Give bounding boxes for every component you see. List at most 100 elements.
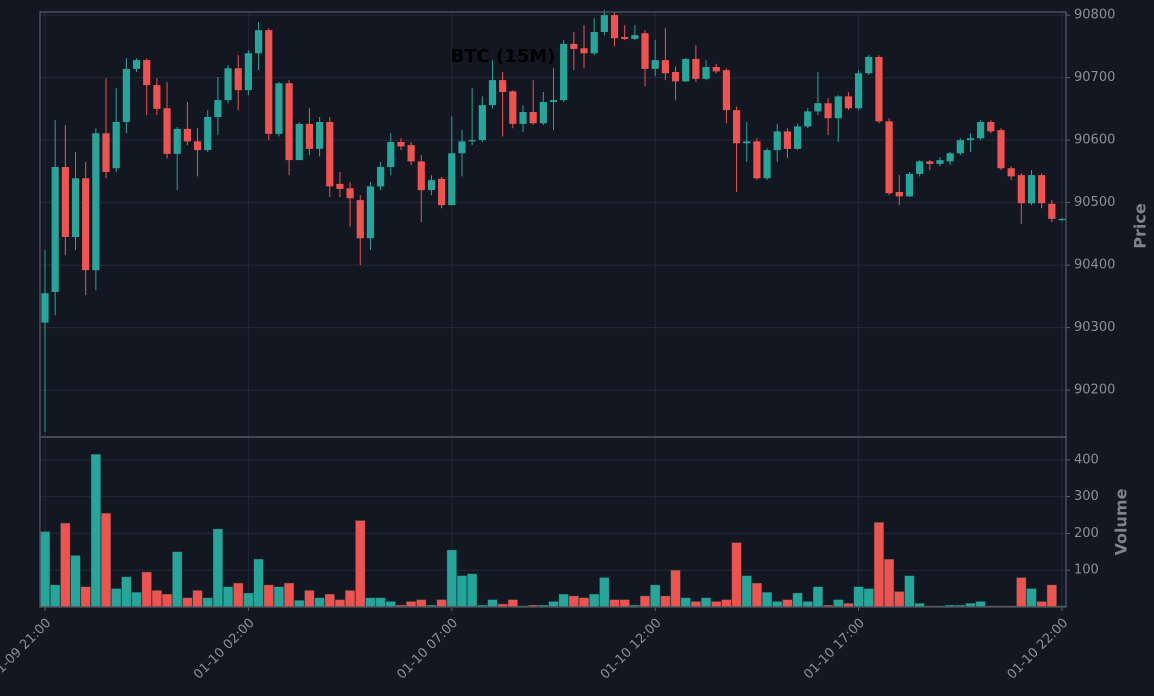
candle-body (387, 142, 395, 167)
volume-bar (70, 555, 81, 608)
candle-body (529, 112, 537, 124)
candle-body (936, 160, 944, 164)
candle-body (356, 200, 364, 239)
volume-bar (894, 591, 905, 608)
candle-body (244, 53, 252, 91)
candle-body (377, 167, 385, 187)
volume-bar (650, 584, 661, 608)
volume-bar (212, 528, 223, 608)
volume-bar (619, 599, 630, 608)
volume-bar (273, 586, 284, 608)
candle-body (488, 80, 497, 106)
candle-body (509, 91, 517, 124)
volume-bar (263, 584, 274, 608)
candle-body (112, 122, 120, 169)
volume-bar (548, 601, 559, 608)
candle-body (102, 133, 110, 172)
volume-bar (761, 591, 773, 608)
candle-body (966, 138, 975, 141)
candle-body (265, 30, 273, 134)
volume-bar (467, 573, 478, 608)
volume-bar (487, 599, 498, 608)
chart-title: BTC (15M) (451, 46, 556, 67)
volume-tick-label: 400 (1074, 452, 1099, 467)
volume-bar (1016, 577, 1027, 608)
candle-body (926, 161, 934, 164)
volume-bar (243, 592, 254, 608)
volume-bar (80, 586, 91, 608)
candle-body (560, 43, 568, 101)
candle-body (204, 117, 212, 151)
candle-body (1038, 175, 1046, 204)
y-tick-label: 90700 (1074, 70, 1115, 85)
volume-bar (416, 599, 427, 608)
volume-bar (589, 593, 600, 608)
volume-bar (111, 588, 122, 608)
volume-bar (975, 601, 986, 608)
candle-body (336, 183, 344, 189)
y-tick-label: 90800 (1074, 8, 1115, 23)
volume-bar (222, 586, 234, 608)
candle-body (132, 60, 141, 69)
volume-bar (833, 599, 844, 608)
volume-bar (751, 582, 762, 608)
candle-body (51, 167, 59, 292)
volume-bar (365, 597, 376, 608)
candle-body (651, 60, 659, 69)
candle-body (987, 122, 995, 132)
candle-body (1007, 168, 1015, 177)
volume-bar (90, 453, 101, 608)
candle-body (804, 111, 812, 127)
candle-body (1048, 203, 1056, 219)
volume-bar (812, 586, 824, 608)
candle-body (916, 161, 924, 174)
candle-body (539, 102, 547, 124)
volume-bar (100, 512, 112, 608)
candle-body (468, 140, 476, 142)
candle-body (549, 100, 558, 102)
candle-body (438, 178, 446, 206)
volume-bar (324, 593, 335, 608)
volume-bar (884, 558, 895, 608)
candle-body (621, 37, 629, 39)
volume-axis-label: Volume (1112, 488, 1131, 555)
volume-tick-label: 100 (1074, 563, 1099, 578)
candle-body (122, 68, 130, 122)
candle-body (885, 121, 893, 194)
candle-body (712, 67, 720, 72)
candle-body (814, 103, 822, 112)
volume-bar (345, 590, 356, 608)
candle-body (682, 58, 690, 82)
volume-bar (304, 590, 315, 608)
candle-body (315, 122, 324, 149)
candle-body (499, 80, 507, 92)
candle-body (326, 122, 334, 187)
candle-body (1058, 218, 1066, 221)
candle-body (92, 133, 100, 271)
volume-bar (863, 588, 874, 608)
candle-body (163, 108, 171, 154)
volume-bar (599, 577, 610, 608)
candle-body (763, 150, 771, 179)
candle-body (143, 60, 151, 86)
volume-bar (1026, 588, 1037, 608)
volume-bar (904, 575, 915, 608)
volume-bar (568, 595, 579, 608)
candle-body (1017, 175, 1025, 204)
candle-body (753, 141, 761, 179)
candle-body (956, 140, 964, 154)
volume-bar (283, 582, 295, 608)
candle-body (285, 83, 293, 161)
candle-body (478, 105, 486, 141)
volume-bar (334, 599, 346, 608)
volume-panel-frame (39, 436, 1067, 608)
volume-bar (853, 586, 864, 608)
volume-tick-label: 200 (1074, 526, 1099, 541)
volume-bar (782, 599, 793, 608)
candle-body (722, 70, 730, 111)
candle-body (641, 33, 649, 69)
volume-bar (741, 575, 752, 608)
volume-bar (375, 597, 386, 608)
